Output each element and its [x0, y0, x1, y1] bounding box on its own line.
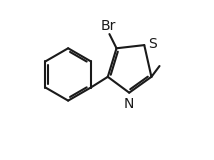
- Text: Br: Br: [100, 19, 116, 33]
- Text: S: S: [148, 37, 157, 51]
- Text: N: N: [124, 97, 134, 112]
